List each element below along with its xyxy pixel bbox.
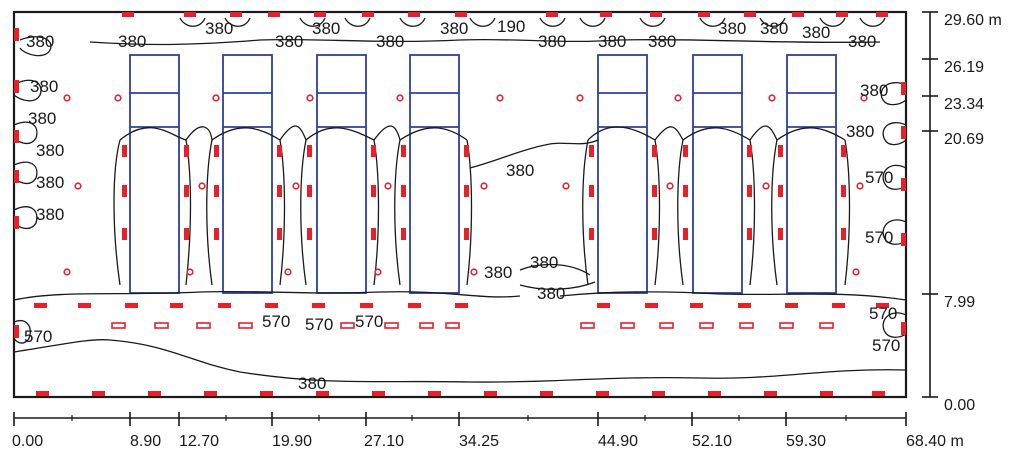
contour-label: 380 bbox=[28, 109, 56, 128]
luminaire-row-top bbox=[122, 12, 888, 17]
contour-label: 380 bbox=[275, 32, 303, 51]
x-tick-label: 8.90 bbox=[130, 433, 161, 450]
contour-label: 380 bbox=[376, 32, 404, 51]
luminaire-rows-lower bbox=[34, 303, 889, 396]
x-tick-label: 68.40 m bbox=[906, 433, 964, 450]
y-tick-label: 23.34 bbox=[944, 96, 984, 113]
x-tick-label: 59.30 bbox=[786, 433, 826, 450]
contour-label: 380 bbox=[648, 32, 676, 51]
contour-label: 380 bbox=[802, 23, 830, 42]
contour-label: 570 bbox=[262, 312, 290, 331]
contour-label: 380 bbox=[530, 253, 558, 272]
contour-label: 380 bbox=[846, 122, 874, 141]
contour-label: 380 bbox=[312, 19, 340, 38]
contour-label: 380 bbox=[484, 263, 512, 282]
contour-label: 380 bbox=[26, 32, 54, 51]
contour-label: 570 bbox=[305, 315, 333, 334]
y-tick-label: 29.60 m bbox=[944, 12, 1002, 29]
contour-label: 570 bbox=[24, 327, 52, 346]
isolux-contours bbox=[13, 17, 907, 383]
rack-2 bbox=[222, 54, 273, 294]
contour-label: 380 bbox=[506, 161, 534, 180]
contour-label: 380 bbox=[30, 77, 58, 96]
contour-label: 380 bbox=[598, 32, 626, 51]
x-tick-label: 19.90 bbox=[272, 433, 312, 450]
y-tick-label: 20.69 bbox=[944, 131, 984, 148]
contour-label: 190 bbox=[497, 17, 525, 36]
contour-label: 570 bbox=[355, 312, 383, 331]
rack-5 bbox=[597, 54, 648, 294]
contour-label: 380 bbox=[36, 173, 64, 192]
x-tick-label: 12.70 bbox=[179, 433, 219, 450]
x-axis: 0.00 8.90 12.70 19.90 27.10 34.25 44.90 … bbox=[12, 412, 964, 450]
contour-label: 380 bbox=[860, 81, 888, 100]
luminaire-walls bbox=[14, 28, 906, 338]
contour-label: 380 bbox=[848, 32, 876, 51]
rack-4 bbox=[409, 54, 460, 294]
contour-labels: 380 380 380 380 380 380 380 190 380 380 … bbox=[24, 17, 900, 393]
y-tick-label: 26.19 bbox=[944, 59, 984, 76]
luminaire-aisles bbox=[122, 145, 846, 240]
contour-label: 380 bbox=[760, 19, 788, 38]
x-tick-label: 44.90 bbox=[598, 433, 638, 450]
contour-label: 380 bbox=[36, 205, 64, 224]
contour-label: 380 bbox=[298, 374, 326, 393]
contour-label: 570 bbox=[865, 228, 893, 247]
rack-group bbox=[129, 54, 837, 294]
contour-label: 380 bbox=[718, 19, 746, 38]
measurement-points bbox=[63, 94, 868, 276]
x-tick-label: 0.00 bbox=[12, 433, 43, 450]
contour-label: 380 bbox=[440, 19, 468, 38]
y-tick-label: 7.99 bbox=[944, 294, 975, 311]
x-tick-label: 34.25 bbox=[459, 433, 499, 450]
rack-3 bbox=[316, 54, 367, 294]
contour-label: 380 bbox=[118, 32, 146, 51]
contour-label: 570 bbox=[869, 304, 897, 323]
y-axis: 29.60 m 26.19 23.34 20.69 7.99 0.00 bbox=[922, 11, 1002, 414]
rack-7 bbox=[786, 54, 837, 294]
rack-1 bbox=[129, 54, 180, 294]
y-tick-label: 0.00 bbox=[944, 397, 975, 414]
x-tick-label: 27.10 bbox=[364, 433, 404, 450]
contour-label: 570 bbox=[872, 336, 900, 355]
contour-label: 570 bbox=[865, 168, 893, 187]
contour-label: 380 bbox=[538, 32, 566, 51]
x-tick-label: 52.10 bbox=[692, 433, 732, 450]
contour-label: 380 bbox=[36, 141, 64, 160]
contour-label: 380 bbox=[205, 19, 233, 38]
rack-6 bbox=[692, 54, 743, 294]
contour-label: 380 bbox=[537, 284, 565, 303]
